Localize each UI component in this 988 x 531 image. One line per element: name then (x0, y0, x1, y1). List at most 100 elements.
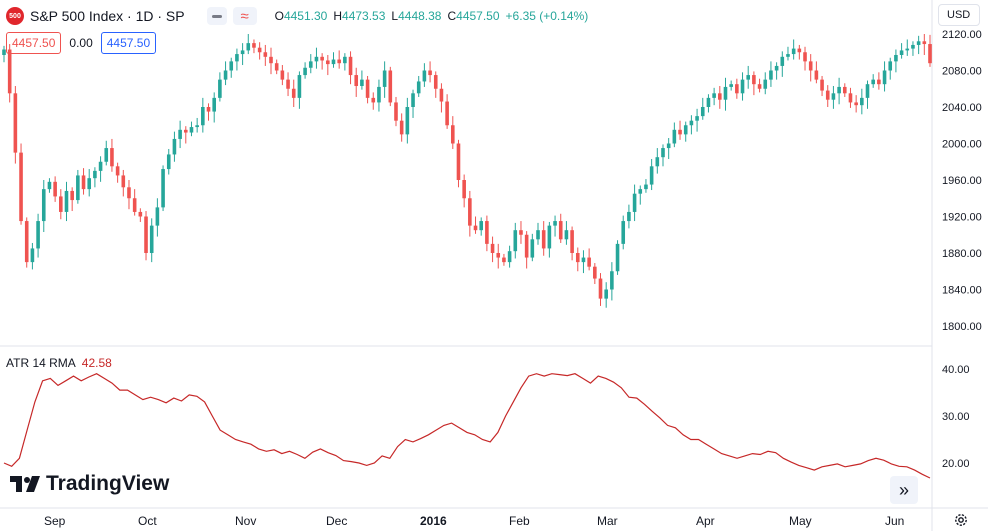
candle-body (854, 102, 858, 106)
candle-body (803, 52, 807, 62)
candle-body (382, 70, 387, 87)
candle-body (700, 107, 705, 117)
candle-body (877, 79, 881, 85)
candle-body (916, 41, 921, 45)
buy-price-button[interactable]: 4457.50 (100, 32, 157, 54)
candle-body (780, 56, 785, 66)
candle-body (723, 86, 728, 100)
candle-body (769, 70, 773, 80)
candle-body (575, 253, 580, 263)
candle-body (223, 70, 228, 80)
time-axis[interactable]: Sep Oct Nov Dec 2016 Feb Mar Apr May Jun (44, 514, 904, 528)
candle-body (496, 253, 501, 258)
symbol-logo-icon[interactable]: 500 (6, 7, 24, 25)
candle-body (797, 48, 802, 53)
candle-body (712, 93, 716, 98)
candle-body (115, 166, 120, 176)
scroll-to-realtime-button[interactable]: » (890, 476, 918, 504)
candle-body (2, 49, 6, 55)
price-tick-label: 1800.00 (942, 321, 982, 333)
atr-label: ATR 14 RMA (6, 356, 76, 370)
candle-body (587, 257, 591, 267)
candle-body (121, 175, 126, 188)
candle-body (468, 198, 472, 226)
spread-value: 0.00 (69, 36, 93, 50)
open-value: O4451.30 (274, 9, 328, 23)
candle-body (360, 79, 364, 87)
candle-body (53, 181, 57, 197)
candle-body (110, 148, 114, 167)
atr-tick-label: 40.00 (942, 364, 970, 376)
candle-body (388, 70, 393, 103)
candle-body (564, 230, 569, 240)
candle-body (229, 61, 234, 71)
candle-body (144, 216, 148, 253)
candle-body (166, 154, 171, 170)
candle-body (888, 61, 893, 71)
candle-body (842, 86, 847, 94)
candle-body (570, 230, 574, 253)
atr-line (3, 373, 931, 479)
chart-settings-button[interactable] (950, 510, 972, 530)
candle-body (507, 251, 512, 263)
candle-body (848, 93, 853, 103)
time-tick-label: Jun (885, 514, 904, 528)
atr-legend[interactable]: ATR 14 RMA 42.58 (6, 356, 112, 370)
legend-row: 500 S&P 500 Index · 1D · SP ≈ O4451.30 H… (6, 6, 588, 26)
hide-indicator-button[interactable] (206, 7, 227, 25)
candle-body (820, 79, 824, 91)
currency-button[interactable]: USD (938, 4, 980, 26)
candle-body (149, 225, 154, 253)
candle-body (695, 116, 699, 121)
candle-body (615, 243, 620, 272)
candle-body (894, 54, 898, 62)
candle-body (513, 230, 518, 252)
candle-body (837, 86, 841, 94)
symbol-title[interactable]: S&P 500 Index · 1D · SP (30, 8, 185, 24)
candle-body (547, 225, 552, 249)
candle-body (661, 148, 665, 158)
compare-button[interactable]: ≈ (232, 7, 257, 25)
candle-body (689, 120, 694, 126)
candle-body (371, 97, 376, 103)
candle-body (132, 198, 137, 212)
tradingview-wordmark: TradingView (46, 472, 170, 495)
candle-body (928, 44, 932, 64)
candle-body (814, 70, 819, 80)
candle-body (343, 56, 347, 64)
candle-body (621, 221, 626, 244)
gear-icon (955, 514, 967, 526)
candle-body (644, 184, 648, 190)
candle-body (740, 79, 745, 94)
candle-body (502, 257, 506, 263)
price-axis[interactable]: 2120.00 2080.00 2040.00 2000.00 1960.00 1920.… (942, 29, 982, 333)
candle-body (183, 129, 188, 133)
candle-body (706, 97, 711, 107)
currency-label: USD (947, 9, 971, 21)
sell-price-button[interactable]: 4457.50 (6, 32, 62, 54)
candle-body (604, 289, 608, 299)
candle-body (235, 54, 239, 62)
candle-body (280, 70, 285, 80)
candle-body (19, 152, 23, 222)
candle-body (433, 75, 438, 89)
candle-body (98, 161, 103, 171)
minus-icon (211, 14, 222, 18)
candle-body (746, 75, 751, 80)
candle-body (905, 48, 910, 51)
candle-body (70, 190, 74, 201)
candle-body (774, 65, 779, 71)
candle-body (286, 79, 290, 89)
candle-body (831, 93, 836, 100)
candle-body (553, 221, 557, 226)
candle-body (411, 93, 415, 107)
candle-body (127, 187, 131, 199)
candle-body (405, 107, 410, 135)
price-tick-label: 2000.00 (942, 139, 982, 151)
candle-body (337, 59, 341, 64)
atr-axis[interactable]: 40.00 30.00 20.00 (942, 364, 970, 470)
time-tick-label: Dec (326, 514, 347, 528)
candle-body (331, 59, 336, 65)
candle-body (456, 143, 461, 180)
